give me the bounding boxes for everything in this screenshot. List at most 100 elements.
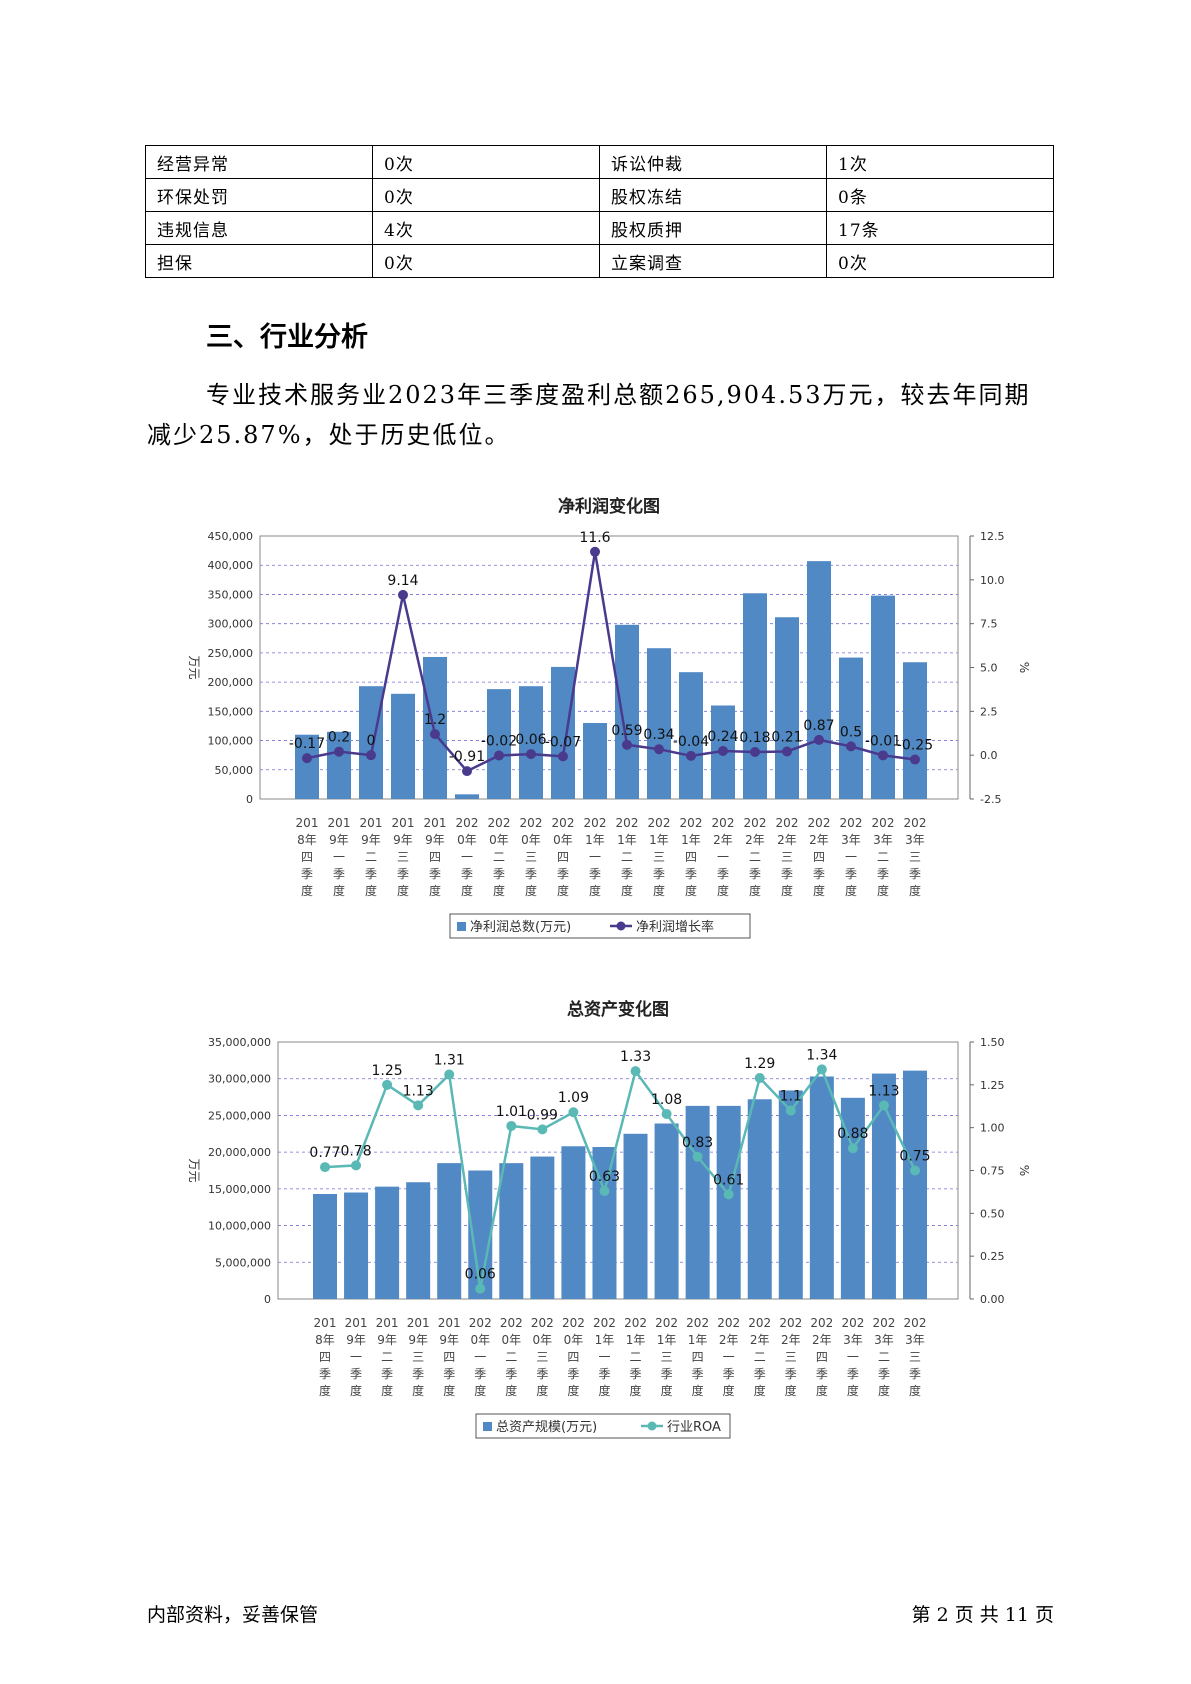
chart-title: 总资产变化图 — [567, 999, 669, 1020]
risk-value: 0条 — [826, 178, 1054, 212]
data-label: 0.75 — [899, 1149, 930, 1165]
y2-tick-label: 7.5 — [980, 618, 998, 631]
y2-tick-label: 1.00 — [980, 1122, 1005, 1135]
y-tick-label: 5,000,000 — [215, 1256, 271, 1269]
y-tick-label: 150,000 — [208, 705, 254, 718]
y-tick-label: 250,000 — [208, 647, 254, 660]
line-point — [568, 1107, 579, 1118]
risk-label: 股权冻结 — [599, 178, 827, 212]
risk-row: 违规信息 4次 股权质押 17条 — [145, 211, 1054, 245]
line-point — [444, 1069, 455, 1080]
x-tick-label: 201 9年一季度 — [328, 816, 351, 898]
bar — [519, 686, 543, 799]
x-tick-label: 202 2年二季度 — [748, 1316, 771, 1398]
x-tick-label: 202 3年三季度 — [904, 1316, 927, 1398]
bar — [375, 1186, 400, 1299]
bar — [716, 1105, 741, 1299]
bar — [615, 624, 639, 799]
x-tick-label: 202 1年四季度 — [680, 816, 703, 898]
bar — [437, 1163, 462, 1299]
data-label: 0.24 — [707, 729, 738, 745]
risk-value: 17条 — [826, 211, 1054, 245]
data-label: -0.01 — [865, 733, 901, 749]
line-point — [661, 1108, 672, 1119]
risk-label: 股权质押 — [599, 211, 827, 245]
y-tick-label: 400,000 — [208, 559, 254, 572]
line-point — [398, 589, 408, 600]
bar — [551, 666, 575, 799]
y-tick-label: 25,000,000 — [208, 1109, 271, 1122]
data-label: 0.88 — [837, 1126, 868, 1142]
chart-title: 净利润变化图 — [558, 496, 660, 517]
data-label: 1.01 — [496, 1104, 527, 1120]
x-tick-label: 202 3年一季度 — [841, 1316, 864, 1398]
plot-frame — [277, 1041, 959, 1300]
bar — [561, 1146, 586, 1299]
risk-label: 担保 — [145, 244, 373, 278]
line-point — [320, 1162, 330, 1173]
bar — [809, 1076, 834, 1299]
legend-box — [475, 1413, 731, 1439]
line-point — [302, 753, 312, 764]
legend-line-label: 行业ROA — [667, 1420, 721, 1435]
bar — [807, 561, 831, 799]
x-tick-label: 201 9年二季度 — [360, 816, 383, 898]
data-label: 0.2 — [328, 730, 350, 746]
line-point — [654, 744, 664, 755]
x-tick-label: 201 9年三季度 — [407, 1316, 430, 1398]
line-point — [475, 1283, 486, 1294]
bar — [775, 617, 799, 799]
net-profit-chart: 净利润变化图 450,000 400,000 350,000 300,000 250,00… — [187, 496, 1031, 939]
x-tick-label: 202 3年二季度 — [872, 816, 895, 898]
y2-tick-label: 0.0 — [980, 749, 998, 762]
bar — [423, 656, 447, 799]
x-tick-label: 202 3年二季度 — [872, 1316, 895, 1398]
x-tick-label: 201 8年四季度 — [296, 816, 319, 898]
data-label: 0 — [367, 733, 376, 749]
data-label: 1.31 — [434, 1053, 465, 1069]
line-point — [718, 745, 728, 756]
bar — [903, 662, 927, 799]
risk-value: 0次 — [372, 244, 600, 278]
plot-frame — [259, 535, 959, 800]
data-label: -0.07 — [545, 734, 581, 750]
bar — [359, 686, 383, 799]
line-point — [686, 750, 696, 761]
data-label: 1.2 — [424, 712, 446, 728]
line-point — [723, 1189, 734, 1200]
y-axis-label: 万元 — [187, 1158, 201, 1182]
y-tick-label: 15,000,000 — [208, 1183, 271, 1196]
data-label: 0.63 — [589, 1169, 620, 1185]
legend-line-marker — [616, 921, 626, 931]
x-tick-label: 202 3年一季度 — [840, 816, 863, 898]
risk-row: 经营异常 0次 诉讼仲裁 1次 — [145, 145, 1054, 179]
bar — [583, 723, 607, 799]
data-label: 11.6 — [579, 530, 610, 546]
x-tick-label: 202 0年四季度 — [552, 816, 575, 898]
bar — [871, 595, 895, 799]
x-tick-label: 201 9年四季度 — [438, 1316, 461, 1398]
y-tick-label: 0 — [264, 1293, 271, 1306]
bar — [623, 1133, 648, 1299]
line-point — [630, 1066, 641, 1077]
data-label: 0.77 — [309, 1145, 340, 1161]
data-label: 0.78 — [340, 1143, 371, 1159]
x-tick-label: 202 3年三季度 — [904, 816, 927, 898]
y2-tick-label: 12.5 — [980, 530, 1005, 543]
risk-value: 0次 — [372, 145, 600, 179]
data-label: 0.06 — [465, 1267, 496, 1283]
x-tick-label: 202 2年二季度 — [744, 816, 767, 898]
y-tick-label: 0 — [246, 793, 253, 806]
line-point — [366, 750, 376, 761]
risk-label: 诉讼仲裁 — [599, 145, 827, 179]
data-label: 0.61 — [713, 1172, 744, 1188]
data-label: -0.25 — [897, 738, 933, 754]
x-tick-label: 202 1年一季度 — [593, 1316, 616, 1398]
line-point — [590, 546, 600, 557]
line-point — [754, 1072, 765, 1083]
page-number: 第 2 页 共 11 页 — [911, 1604, 1054, 1626]
legend-box — [449, 913, 751, 939]
data-label: 1.33 — [620, 1049, 651, 1065]
x-tick-label: 202 2年一季度 — [712, 816, 735, 898]
x-tick-label: 201 9年一季度 — [345, 1316, 368, 1398]
